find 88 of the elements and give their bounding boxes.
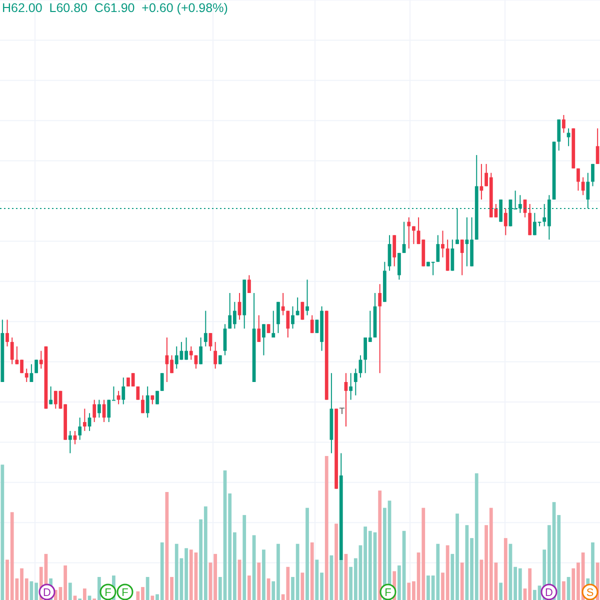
candlestick (141, 394, 144, 414)
candlestick (146, 386, 150, 418)
candlestick (354, 368, 358, 396)
bar (68, 582, 72, 600)
candlestick (199, 337, 202, 365)
bar (82, 588, 86, 600)
candlestick (566, 128, 570, 147)
candlestick (78, 417, 82, 440)
annotation: F (122, 587, 129, 599)
candlestick (189, 346, 193, 360)
candlestick (10, 337, 14, 365)
candlestick (214, 341, 218, 370)
candlestick (136, 386, 140, 400)
bar (334, 524, 338, 600)
bar (146, 576, 150, 600)
candlestick (349, 372, 352, 400)
candlestick (73, 430, 77, 445)
bar (150, 596, 154, 600)
bar (262, 550, 266, 600)
bar (73, 596, 77, 600)
bar (242, 515, 246, 600)
candlestick (248, 274, 251, 294)
candlestick (160, 372, 164, 392)
candlestick (480, 163, 484, 200)
candlestick (49, 386, 52, 405)
candlestick (238, 292, 242, 320)
annotation: D (43, 587, 52, 599)
candlestick (6, 319, 9, 347)
bar (306, 508, 309, 600)
candlestick (412, 226, 416, 245)
candlestick (450, 239, 454, 272)
candlestick (296, 296, 300, 316)
bar (460, 562, 464, 600)
candlestick (286, 310, 290, 338)
candlestick (581, 176, 585, 196)
text: H62.00 L60.80 C61.90 +0.60 (+0.98%) (2, 1, 228, 15)
candlestick (98, 399, 101, 418)
bar (0, 464, 4, 600)
candlestick (528, 204, 532, 236)
candlestick (257, 314, 261, 342)
candlestick (562, 114, 566, 134)
candlestick (388, 234, 392, 272)
bar (300, 572, 304, 600)
candlestick (576, 168, 580, 192)
candlestick (378, 284, 382, 374)
bar (562, 581, 566, 600)
candlestick (441, 230, 444, 258)
candlestick (116, 390, 120, 405)
candlestick (596, 128, 600, 164)
annotation: T (339, 406, 346, 416)
candlestick (24, 368, 28, 382)
candlestick (208, 332, 212, 352)
candlestick (92, 399, 96, 423)
candlestick (272, 310, 276, 338)
bar (499, 582, 502, 600)
candlestick (306, 279, 309, 316)
bar (98, 576, 101, 600)
bar (257, 562, 261, 600)
candlestick (504, 208, 508, 236)
candlestick (557, 118, 561, 152)
candlestick (591, 163, 594, 187)
bar (504, 538, 508, 600)
candlestick (436, 234, 440, 262)
annotation: S (586, 587, 594, 599)
candlestick (68, 430, 72, 454)
annotation: F (384, 587, 392, 599)
candlestick (156, 390, 159, 405)
candlestick (82, 408, 86, 432)
bar (248, 576, 251, 600)
bar (88, 596, 92, 600)
candlestick (281, 292, 285, 316)
candlestick (291, 306, 294, 330)
bar (324, 456, 328, 600)
bar (310, 542, 314, 600)
candlestick (398, 252, 401, 280)
candlestick (204, 310, 208, 347)
candlestick (276, 301, 280, 334)
candlestick (223, 324, 227, 356)
candlestick (446, 239, 450, 272)
candlestick (460, 239, 464, 276)
candlestick (392, 234, 396, 267)
annotation: F (104, 587, 112, 599)
candlestick (122, 377, 126, 405)
annotation: D (545, 587, 554, 599)
candlestick (407, 216, 411, 249)
bar (378, 490, 382, 600)
candlestick (262, 324, 266, 356)
candlestick (310, 314, 314, 334)
